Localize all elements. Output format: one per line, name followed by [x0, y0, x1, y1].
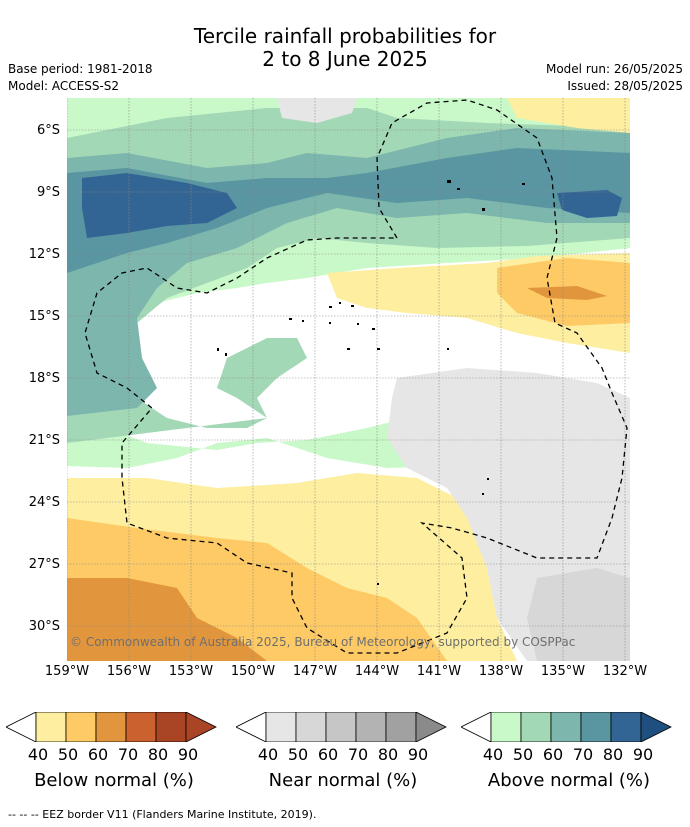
- eez-footer-note: -- -- -- EEZ border V11 (Flanders Marine…: [8, 808, 317, 821]
- issued-text: Issued: 28/05/2025: [567, 79, 683, 93]
- above-normal-80-region-east: [557, 190, 622, 218]
- near-normal-label: Near normal (%): [268, 770, 418, 791]
- below-tick-40: 40: [27, 745, 49, 764]
- near-colorbar-right-arrow: [415, 712, 447, 742]
- near-tick-40: 40: [257, 745, 279, 764]
- below-colorbar-swatch-60: [95, 712, 127, 742]
- below-colorbar-swatch-70: [125, 712, 157, 742]
- above-normal-70-region: [67, 148, 630, 273]
- near-colorbar-swatch-80: [385, 712, 417, 742]
- above-tick-70: 70: [572, 745, 594, 764]
- lat-label-24s: 24°S: [28, 495, 60, 510]
- lat-label-18s: 18°S: [28, 371, 60, 386]
- above-tick-80: 80: [602, 745, 624, 764]
- above-tick-90: 90: [632, 745, 654, 764]
- lat-label-27s: 27°S: [28, 557, 60, 572]
- below-normal-60-region-east: [527, 286, 607, 300]
- below-normal-colorbar: [6, 712, 217, 742]
- below-normal-label: Below normal (%): [34, 770, 194, 791]
- near-colorbar-swatch-70: [355, 712, 387, 742]
- above-colorbar-swatch-60: [550, 712, 582, 742]
- near-colorbar-left-arrow: [236, 712, 267, 742]
- below-colorbar-swatch-50: [65, 712, 97, 742]
- above-tick-60: 60: [542, 745, 564, 764]
- lon-label-132w: 132°W: [602, 664, 648, 679]
- near-colorbar-swatch-50: [295, 712, 327, 742]
- near-tick-80: 80: [377, 745, 399, 764]
- title-line-1: Tercile rainfall probabilities for: [193, 24, 497, 48]
- model-text: Model: ACCESS-S2: [8, 79, 120, 93]
- below-normal-60-region-south: [67, 578, 267, 661]
- lat-label-30s: 30°S: [28, 619, 60, 634]
- above-normal-colorbar: [461, 712, 672, 742]
- above-tick-50: 50: [512, 745, 534, 764]
- below-tick-90: 90: [177, 745, 199, 764]
- below-tick-70: 70: [117, 745, 139, 764]
- above-normal-80-region: [82, 173, 237, 238]
- near-tick-90: 90: [407, 745, 429, 764]
- eez-border: [84, 99, 628, 654]
- below-tick-60: 60: [87, 745, 109, 764]
- above-colorbar-left-arrow: [461, 712, 492, 742]
- above-tick-40: 40: [482, 745, 504, 764]
- lon-label-138w: 138°W: [478, 664, 524, 679]
- below-tick-80: 80: [147, 745, 169, 764]
- lon-label-144w: 144°W: [354, 664, 400, 679]
- below-colorbar-left-arrow: [6, 712, 37, 742]
- near-normal-colorbar: [236, 712, 447, 742]
- model-run-text: Model run: 26/05/2025: [545, 62, 683, 76]
- lon-label-156w: 156°W: [106, 664, 152, 679]
- above-colorbar-right-arrow: [640, 712, 672, 742]
- above-colorbar-swatch-80: [610, 712, 642, 742]
- lon-label-150w: 150°W: [230, 664, 276, 679]
- lon-label-135w: 135°W: [540, 664, 586, 679]
- rainfall-probability-map: © Commonwealth of Australia 2025, Bureau…: [67, 98, 630, 661]
- islands: [217, 180, 525, 585]
- below-tick-50: 50: [57, 745, 79, 764]
- copyright-text: © Commonwealth of Australia 2025, Bureau…: [70, 635, 575, 649]
- near-normal-50-region: [527, 568, 630, 661]
- above-colorbar-swatch-50: [520, 712, 552, 742]
- lon-label-141w: 141°W: [416, 664, 462, 679]
- lon-label-159w: 159°W: [44, 664, 90, 679]
- lon-label-153w: 153°W: [168, 664, 214, 679]
- below-colorbar-swatch-80: [155, 712, 187, 742]
- graticule: [67, 98, 630, 661]
- near-colorbar-swatch-60: [325, 712, 357, 742]
- near-tick-70: 70: [347, 745, 369, 764]
- near-tick-50: 50: [287, 745, 309, 764]
- lat-label-21s: 21°S: [28, 433, 60, 448]
- below-colorbar-swatch-40: [35, 712, 67, 742]
- above-normal-label: Above normal (%): [487, 770, 651, 791]
- lat-label-12s: 12°S: [28, 247, 60, 262]
- near-normal-40-region-north: [277, 98, 357, 123]
- above-colorbar-swatch-40: [490, 712, 522, 742]
- near-tick-60: 60: [317, 745, 339, 764]
- lat-label-6s: 6°S: [36, 123, 60, 138]
- below-colorbar-right-arrow: [185, 712, 217, 742]
- title-line-2: 2 to 8 June 2025: [262, 47, 428, 71]
- lat-label-15s: 15°S: [28, 309, 60, 324]
- base-period-text: Base period: 1981-2018: [8, 62, 153, 76]
- above-colorbar-swatch-70: [580, 712, 612, 742]
- lat-label-9s: 9°S: [36, 185, 60, 200]
- below-normal-40-region: [507, 98, 630, 133]
- near-colorbar-swatch-40: [265, 712, 297, 742]
- lon-label-147w: 147°W: [292, 664, 338, 679]
